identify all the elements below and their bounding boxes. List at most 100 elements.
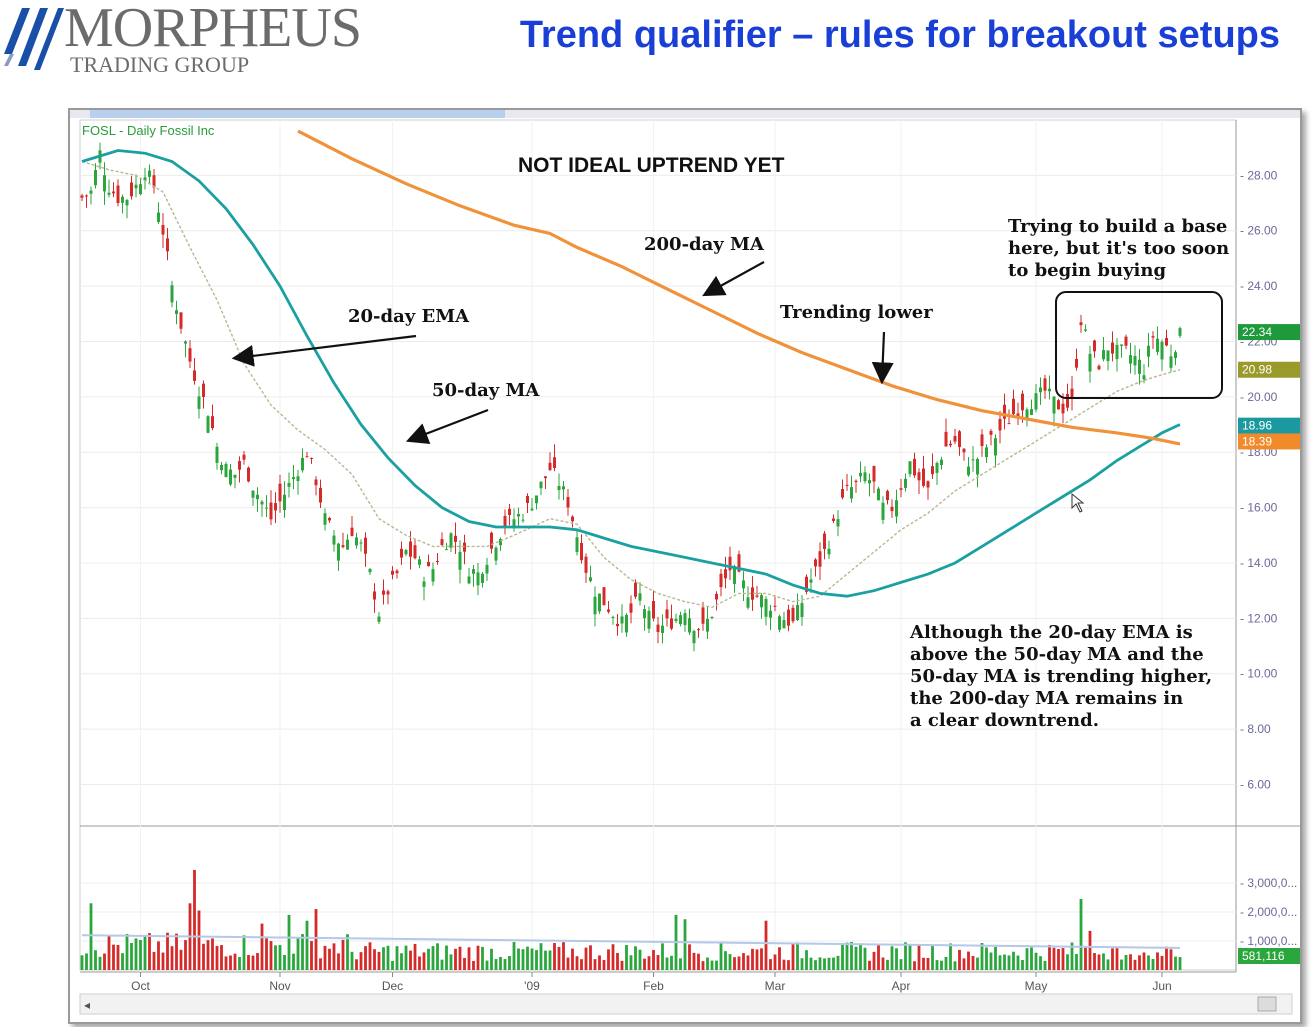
volume-bar	[697, 953, 700, 970]
candle-body	[782, 620, 786, 629]
volume-bar	[778, 947, 781, 970]
top-scroll-thumb[interactable]	[90, 110, 505, 118]
candle-body	[1160, 341, 1164, 360]
volume-bar	[962, 958, 966, 970]
volume-bar	[103, 953, 106, 970]
volume-bar	[593, 959, 597, 970]
candle-body	[922, 468, 925, 486]
candle-body	[238, 461, 241, 470]
volume-bar	[868, 960, 871, 970]
volume-bar	[274, 945, 277, 970]
scroll-left-icon[interactable]: ◂	[84, 998, 90, 1012]
scroll-thumb[interactable]	[1257, 996, 1277, 1012]
candle-body	[1097, 365, 1101, 370]
candle-body	[746, 597, 750, 608]
volume-bar	[611, 944, 615, 970]
candle-body	[332, 535, 336, 545]
volume-bar	[467, 947, 471, 970]
candle-body	[859, 472, 862, 477]
volume-bar	[1111, 948, 1114, 970]
candle-body	[1052, 396, 1056, 414]
candle-body	[787, 609, 790, 626]
volume-bar	[296, 937, 300, 970]
candle-body	[971, 459, 975, 461]
volume-bar	[350, 951, 354, 970]
x-tick-label: Apr	[892, 979, 911, 993]
volume-bar	[278, 944, 282, 970]
volume-bar	[566, 957, 570, 970]
volume-bar	[854, 946, 858, 970]
candle-body	[292, 477, 295, 480]
candle-body	[611, 616, 615, 618]
volume-bar	[260, 923, 264, 970]
volume-bar	[1102, 953, 1105, 970]
candle-body	[206, 416, 210, 433]
candle-body	[314, 479, 318, 486]
volume-bar	[782, 959, 786, 970]
volume-bar	[1025, 948, 1029, 970]
price-badge-label: 18.39	[1242, 434, 1272, 448]
volume-bar	[112, 944, 115, 970]
x-tick-label: '09	[524, 979, 540, 993]
mouse-cursor-icon	[1071, 492, 1085, 513]
candle-body	[256, 494, 259, 500]
volume-bar	[134, 938, 138, 970]
x-tick-label: Feb	[643, 979, 664, 993]
volume-bar	[985, 947, 988, 970]
ma50-line	[81, 149, 1181, 598]
chart-window: - 3,000,0... - 2,000,0... - 1,000,0... 581,…	[68, 108, 1302, 1024]
bottom-scrollbar[interactable]	[79, 993, 1293, 1015]
candle-body	[364, 537, 367, 554]
candle-body	[679, 615, 682, 625]
volume-bar	[1142, 952, 1146, 970]
volume-bar	[490, 948, 493, 970]
volume-bar	[886, 959, 889, 970]
volume-bar	[805, 950, 808, 970]
candle-body	[953, 435, 957, 442]
candle-body	[143, 177, 147, 181]
volume-bar	[503, 958, 507, 970]
x-tick-label: Dec	[382, 979, 403, 993]
volume-bar	[305, 920, 309, 970]
candle-body	[989, 430, 993, 435]
volume-bar	[827, 957, 831, 970]
volume-bar	[836, 955, 840, 970]
volume-bar	[980, 943, 984, 970]
candle-body	[575, 537, 579, 553]
candle-body	[503, 515, 507, 528]
candle-body	[1007, 423, 1011, 425]
candle-body	[337, 543, 340, 561]
candle-body	[805, 576, 808, 592]
volume-bar	[346, 934, 349, 970]
volume-bar	[584, 947, 588, 970]
candle-body	[445, 549, 448, 551]
volume-tick-label: - 3,000,0...	[1240, 876, 1297, 890]
volume-bar	[184, 940, 187, 970]
candle-body	[1178, 328, 1182, 336]
volume-bar	[233, 953, 237, 970]
slide-title: Trend qualifier – rules for breakout set…	[519, 14, 1280, 56]
volume-bar	[413, 943, 417, 970]
candle-body	[584, 556, 588, 573]
volume-bar	[409, 950, 412, 970]
candle-body	[823, 533, 826, 549]
candle-body	[359, 542, 363, 544]
volume-bar	[499, 956, 502, 970]
ema20-label: 20-day EMA	[348, 306, 470, 327]
candle-body	[319, 487, 322, 503]
candle-body	[211, 416, 214, 429]
candle-body	[854, 480, 858, 483]
candle-body	[418, 559, 421, 565]
candle-body	[395, 570, 399, 574]
candle-body	[197, 396, 201, 409]
candle-body	[908, 461, 912, 475]
volume-bar	[944, 956, 948, 970]
candle-body	[634, 582, 637, 597]
trending-lower-arrow	[871, 331, 894, 385]
base-note-line-1: Trying to build a base	[1008, 216, 1227, 237]
price-badge	[1238, 324, 1300, 341]
volume-bar	[719, 942, 723, 970]
volume-bar	[1061, 948, 1065, 970]
volume-bar	[715, 960, 718, 970]
candle-body	[710, 617, 714, 619]
